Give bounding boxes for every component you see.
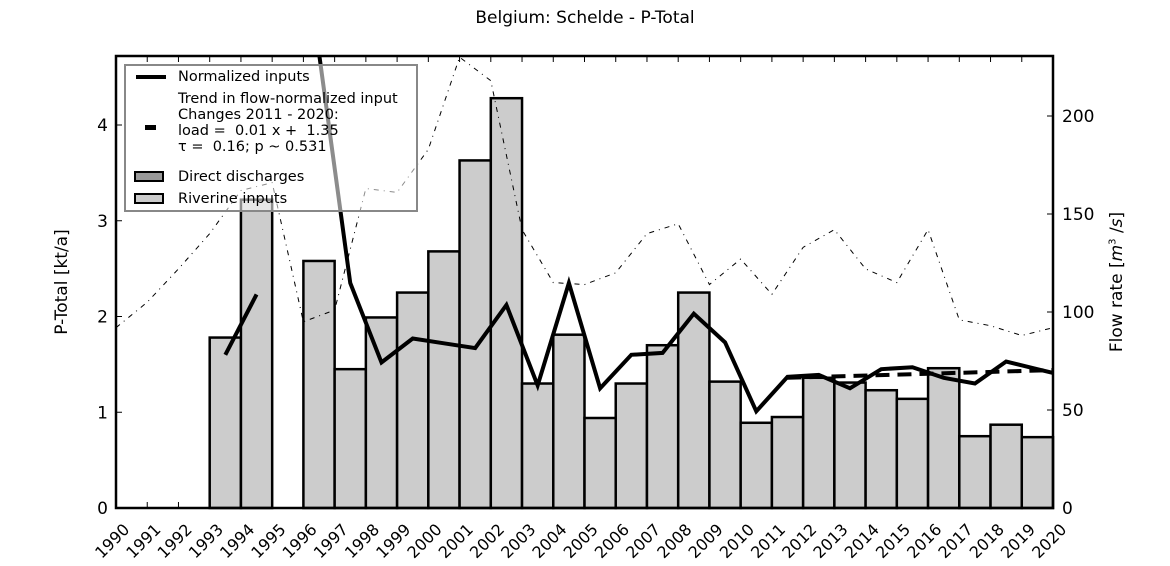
bar-riverine-2009 (708, 380, 742, 510)
bar-riverine-2011 (770, 415, 805, 510)
y-axis-label-right: Flow rate [m3 /s] (1107, 211, 1127, 353)
x-tick-label: 2009 (685, 520, 727, 562)
y-axis-label-left: P-Total [kt/a] (52, 229, 72, 335)
chart-title: Belgium: Schelde - P-Total (475, 8, 695, 28)
x-tick-label: 2008 (653, 520, 695, 562)
legend-direct-swatch (134, 171, 164, 182)
x-tick-label: 2016 (903, 520, 945, 562)
x-tick-label: 2011 (747, 520, 789, 562)
x-tick-label: 2006 (591, 520, 633, 562)
bar-riverine-2000 (427, 250, 461, 510)
legend: Normalized inputs Trend in flow-normaliz… (124, 64, 418, 212)
x-tick-label: 2007 (622, 520, 664, 562)
legend-label-trend: Trend in flow-normalized input Changes 2… (178, 91, 398, 155)
x-tick-label: 2004 (528, 520, 570, 562)
bar-riverine-1994 (239, 198, 274, 510)
bar-riverine-2007 (645, 343, 680, 510)
y-tick-label-right: 150 (1062, 205, 1094, 225)
bar-riverine-2016 (926, 366, 961, 510)
legend-dash-swatch (145, 125, 156, 130)
x-tick-label: 1993 (185, 520, 227, 562)
x-tick-label: 2019 (997, 520, 1039, 562)
x-tick-label: 2001 (435, 520, 477, 562)
x-tick-label: 1997 (310, 520, 352, 562)
x-tick-label: 1991 (122, 520, 164, 562)
x-tick-label: 2013 (809, 520, 851, 562)
x-tick-label: 2020 (1028, 520, 1070, 562)
bar-riverine-2010 (739, 421, 774, 510)
x-tick-label: 2002 (466, 520, 508, 562)
y-tick-label-right: 100 (1062, 303, 1094, 323)
x-tick-label: 2012 (778, 520, 820, 562)
x-tick-label: 2010 (716, 520, 758, 562)
y-tick-label-right: 50 (1062, 401, 1084, 421)
x-tick-label: 2017 (934, 520, 976, 562)
bar-riverine-1998 (364, 316, 399, 510)
legend-label-riverine: Riverine inputs (178, 191, 288, 207)
bar-riverine-2006 (614, 382, 649, 510)
y-tick-label-left: 1 (97, 403, 108, 423)
x-tick-label: 1999 (372, 520, 414, 562)
x-tick-label: 1992 (154, 520, 196, 562)
x-tick-label: 1998 (341, 520, 383, 562)
bar-riverine-1997 (333, 367, 368, 510)
bar-riverine-2008 (676, 291, 711, 510)
bar-riverine-2004 (552, 333, 586, 510)
x-tick-label: 2018 (966, 520, 1008, 562)
legend-line-swatch (136, 75, 166, 79)
bar-riverine-2017 (958, 434, 992, 510)
bar-riverine-2003 (520, 382, 555, 510)
x-tick-label: 1996 (278, 520, 320, 562)
x-tick-label: 2005 (560, 520, 602, 562)
x-tick-label: 1994 (216, 520, 258, 562)
y-tick-label-left: 4 (97, 116, 108, 136)
bar-riverine-2015 (895, 397, 930, 510)
bar-riverine-1993 (208, 336, 243, 510)
bar-riverine-2012 (801, 376, 836, 510)
trend-line (787, 368, 1054, 380)
bar-riverine-2019 (1020, 435, 1055, 510)
legend-label-normalized: Normalized inputs (178, 69, 310, 85)
bar-riverine-1999 (395, 291, 430, 510)
x-tick-label: 2000 (403, 520, 445, 562)
bar-riverine-2005 (583, 416, 617, 510)
y-tick-label-right: 0 (1062, 499, 1073, 519)
y-tick-label-right: 200 (1062, 107, 1094, 127)
bar-riverine-1996 (302, 259, 336, 510)
normalized-inputs-line (317, 56, 1053, 415)
y-tick-label-left: 2 (97, 308, 108, 328)
x-tick-label: 2015 (872, 520, 914, 562)
bar-riverine-2014 (864, 388, 899, 510)
legend-riverine-swatch (134, 193, 164, 204)
x-tick-label: 1995 (247, 520, 289, 562)
bar-riverine-2013 (833, 381, 867, 510)
legend-label-direct: Direct discharges (178, 169, 305, 185)
x-tick-label: 2014 (841, 520, 883, 562)
x-tick-label: 1990 (91, 520, 133, 562)
normalized-inputs-line (223, 293, 259, 356)
x-tick-label: 2003 (497, 520, 539, 562)
y-tick-label-left: 0 (97, 499, 108, 519)
bar-riverine-2018 (989, 423, 1024, 510)
y-tick-label-left: 3 (97, 212, 108, 232)
